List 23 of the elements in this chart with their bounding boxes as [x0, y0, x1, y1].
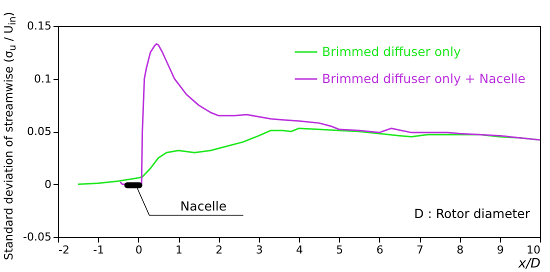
x-tick-label: 9 [496, 244, 504, 256]
x-tick-label: 6 [376, 244, 384, 256]
x-tick-label: 7 [416, 244, 424, 256]
x-tick-label: -1 [93, 244, 104, 256]
x-tick-label: 8 [456, 244, 464, 256]
x-tick-label: 0 [135, 244, 142, 256]
x-tick-label: 1 [176, 244, 182, 256]
y-tick-label: 0.15 [27, 20, 52, 32]
y-tick-label: 0 [44, 178, 52, 191]
y-tick-label: -0.05 [23, 230, 52, 244]
x-tick-label: 2 [216, 244, 223, 256]
annotation: Nacelle [180, 198, 227, 214]
y-tick-label: 0.05 [27, 125, 52, 138]
x-tick-label: -2 [58, 244, 70, 256]
x-tick-label: 5 [336, 244, 344, 256]
legend-label: Brimmed diffuser only [322, 44, 462, 59]
x-tick-label: 3 [256, 244, 263, 256]
y-tick-label: 0.1 [34, 72, 52, 86]
legend-label: Brimmed diffuser only + Nacelle [322, 71, 526, 86]
x-tick-label: 10 [526, 244, 540, 256]
x-axis-title: x/D [517, 256, 540, 272]
x-tick-label: 4 [296, 244, 303, 256]
annotation: D : Rotor diameter [414, 206, 531, 221]
